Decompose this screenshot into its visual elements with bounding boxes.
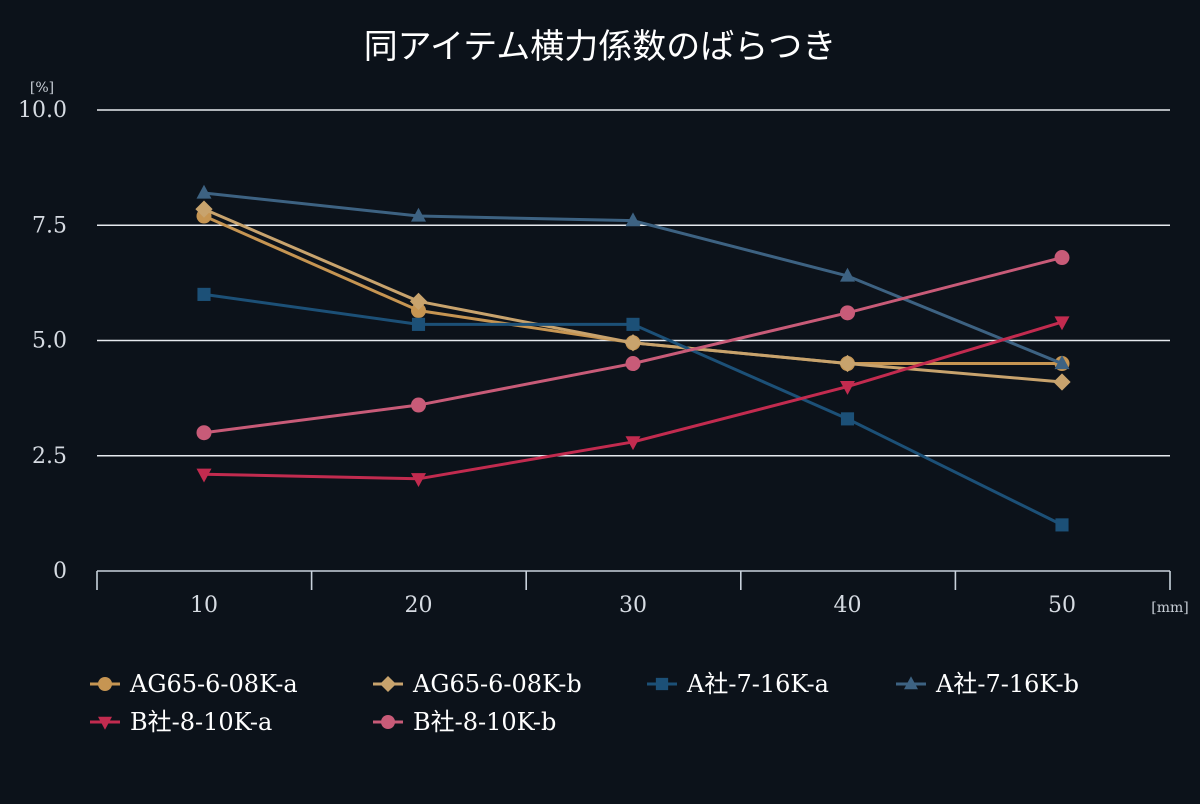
data-point <box>196 425 212 441</box>
y-tick-label: 7.5 <box>32 213 67 238</box>
data-point <box>624 334 642 352</box>
x-axis <box>96 570 1171 590</box>
data-point <box>409 292 428 310</box>
data-point <box>840 412 855 426</box>
y-axis-unit: [%] <box>30 80 54 96</box>
legend-item: B社-8-10K-a <box>90 708 272 736</box>
x-tick-label: 10 <box>190 593 218 618</box>
x-tick-label: 50 <box>1048 593 1076 618</box>
series-3 <box>197 287 1069 532</box>
legend-marker <box>655 677 669 691</box>
y-axis-ticks: 0 2.5 5.0 7.5 10.0 <box>18 98 67 584</box>
legend-marker <box>904 676 918 690</box>
legend-label: B社-8-10K-a <box>130 708 272 736</box>
x-axis-ticks: 10 20 30 40 50 <box>190 593 1076 618</box>
y-tick-label: 10.0 <box>18 98 67 123</box>
data-point <box>197 287 211 301</box>
data-point <box>1053 373 1071 391</box>
data-point <box>1054 316 1070 331</box>
legend-item: B社-8-10K-b <box>373 708 556 736</box>
legend-label: AG65-6-08K-a <box>129 670 298 698</box>
data-point <box>840 305 855 321</box>
data-point <box>625 356 641 372</box>
chart-title: 同アイテム横力係数のばらつき <box>364 27 837 67</box>
series-group <box>195 184 1071 532</box>
y-tick-label: 5.0 <box>32 329 67 354</box>
data-point <box>411 473 426 488</box>
data-point <box>625 212 641 227</box>
data-point <box>1055 518 1069 532</box>
series-5 <box>196 316 1070 488</box>
legend-item: A社-7-16K-a <box>647 670 829 698</box>
legend-item: A社-7-16K-b <box>896 670 1079 698</box>
legend-marker <box>379 675 397 693</box>
data-point <box>196 468 212 483</box>
legend-label: A社-7-16K-a <box>686 670 829 698</box>
data-point <box>838 354 857 373</box>
legend-marker <box>381 715 395 729</box>
legend: AG65-6-08K-a AG65-6-08K-b A社-7-16K-a A社-7-1… <box>90 670 1079 736</box>
legend-marker <box>98 677 112 691</box>
data-point <box>626 317 640 331</box>
data-point <box>625 436 641 451</box>
y-tick-label: 2.5 <box>32 444 67 469</box>
data-point <box>411 207 426 222</box>
data-point <box>411 397 426 413</box>
data-point <box>840 267 855 282</box>
data-point <box>196 184 212 199</box>
series-6 <box>196 250 1070 441</box>
legend-label: B社-8-10K-b <box>413 708 556 736</box>
x-tick-label: 30 <box>619 593 647 618</box>
legend-label: AG65-6-08K-b <box>412 670 582 698</box>
series-4 <box>196 184 1070 370</box>
data-point <box>195 200 213 218</box>
legend-item: AG65-6-08K-b <box>373 670 582 698</box>
x-tick-label: 20 <box>405 593 433 618</box>
data-point <box>411 317 426 331</box>
legend-label: A社-7-16K-b <box>935 670 1079 698</box>
data-point <box>411 303 426 319</box>
data-point <box>1054 250 1070 266</box>
y-tick-label: 0 <box>53 559 67 584</box>
gridlines <box>97 109 1170 457</box>
legend-marker <box>98 716 112 730</box>
x-axis-unit: [mm] <box>1151 600 1188 616</box>
series-2 <box>195 200 1071 391</box>
data-point <box>840 380 855 395</box>
x-tick-label: 40 <box>834 593 862 618</box>
data-point <box>1054 355 1070 370</box>
legend-item: AG65-6-08K-a <box>90 670 298 698</box>
